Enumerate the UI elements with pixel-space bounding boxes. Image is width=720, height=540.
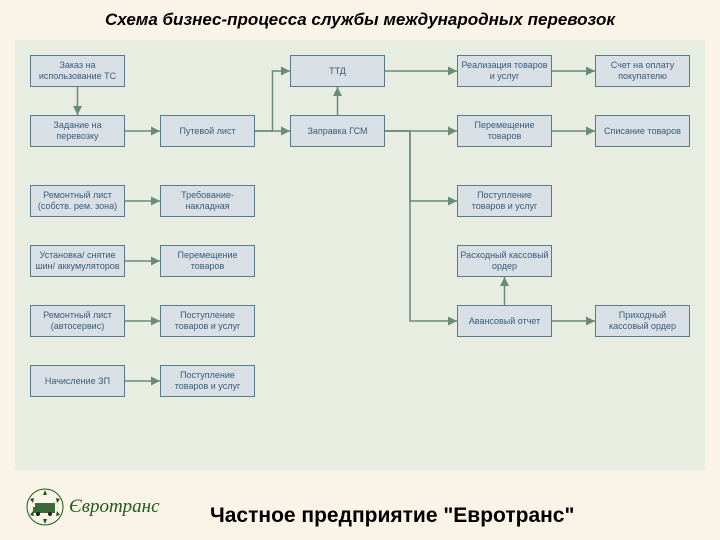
flowchart-node: Приходный кассовый ордер xyxy=(595,305,690,337)
flowchart-node: Поступление товаров и услуг xyxy=(457,185,552,217)
flowchart-node: Реализация товаров и услуг xyxy=(457,55,552,87)
flowchart-node: Ремонтный лист (автосервис) xyxy=(30,305,125,337)
flowchart-node: Заказ на использование ТС xyxy=(30,55,125,87)
flowchart-node: ТТД xyxy=(290,55,385,87)
flowchart-node: Авансовый отчет xyxy=(457,305,552,337)
flowchart-node: Поступление товаров и услуг xyxy=(160,305,255,337)
flowchart-node: Списание товаров xyxy=(595,115,690,147)
logo-icon xyxy=(25,487,65,527)
page-title: Схема бизнес-процесса службы международн… xyxy=(0,10,720,30)
flowchart-node: Ремонтный лист (собств. рем. зона) xyxy=(30,185,125,217)
flowchart-node: Установка/ снятие шин/ аккумуляторов xyxy=(30,245,125,277)
flowchart-node: Поступление товаров и услуг xyxy=(160,365,255,397)
flowchart-node: Начисление ЗП xyxy=(30,365,125,397)
flowchart-node: Перемещение товаров xyxy=(160,245,255,277)
flowchart-node: Расходный кассовый ордер xyxy=(457,245,552,277)
flowchart-node: Путевой лист xyxy=(160,115,255,147)
flowchart-node: Требование-накладная xyxy=(160,185,255,217)
flowchart-node: Перемещение товаров xyxy=(457,115,552,147)
footer-text: Частное предприятие "Евротранс" xyxy=(210,504,574,528)
logo-text: Євротранс xyxy=(69,496,160,518)
company-logo: Євротранс xyxy=(25,482,200,532)
flowchart-node: Заправка ГСМ xyxy=(290,115,385,147)
flowchart-node: Задание на перевозку xyxy=(30,115,125,147)
flowchart-node: Счет на оплату покупателю xyxy=(595,55,690,87)
